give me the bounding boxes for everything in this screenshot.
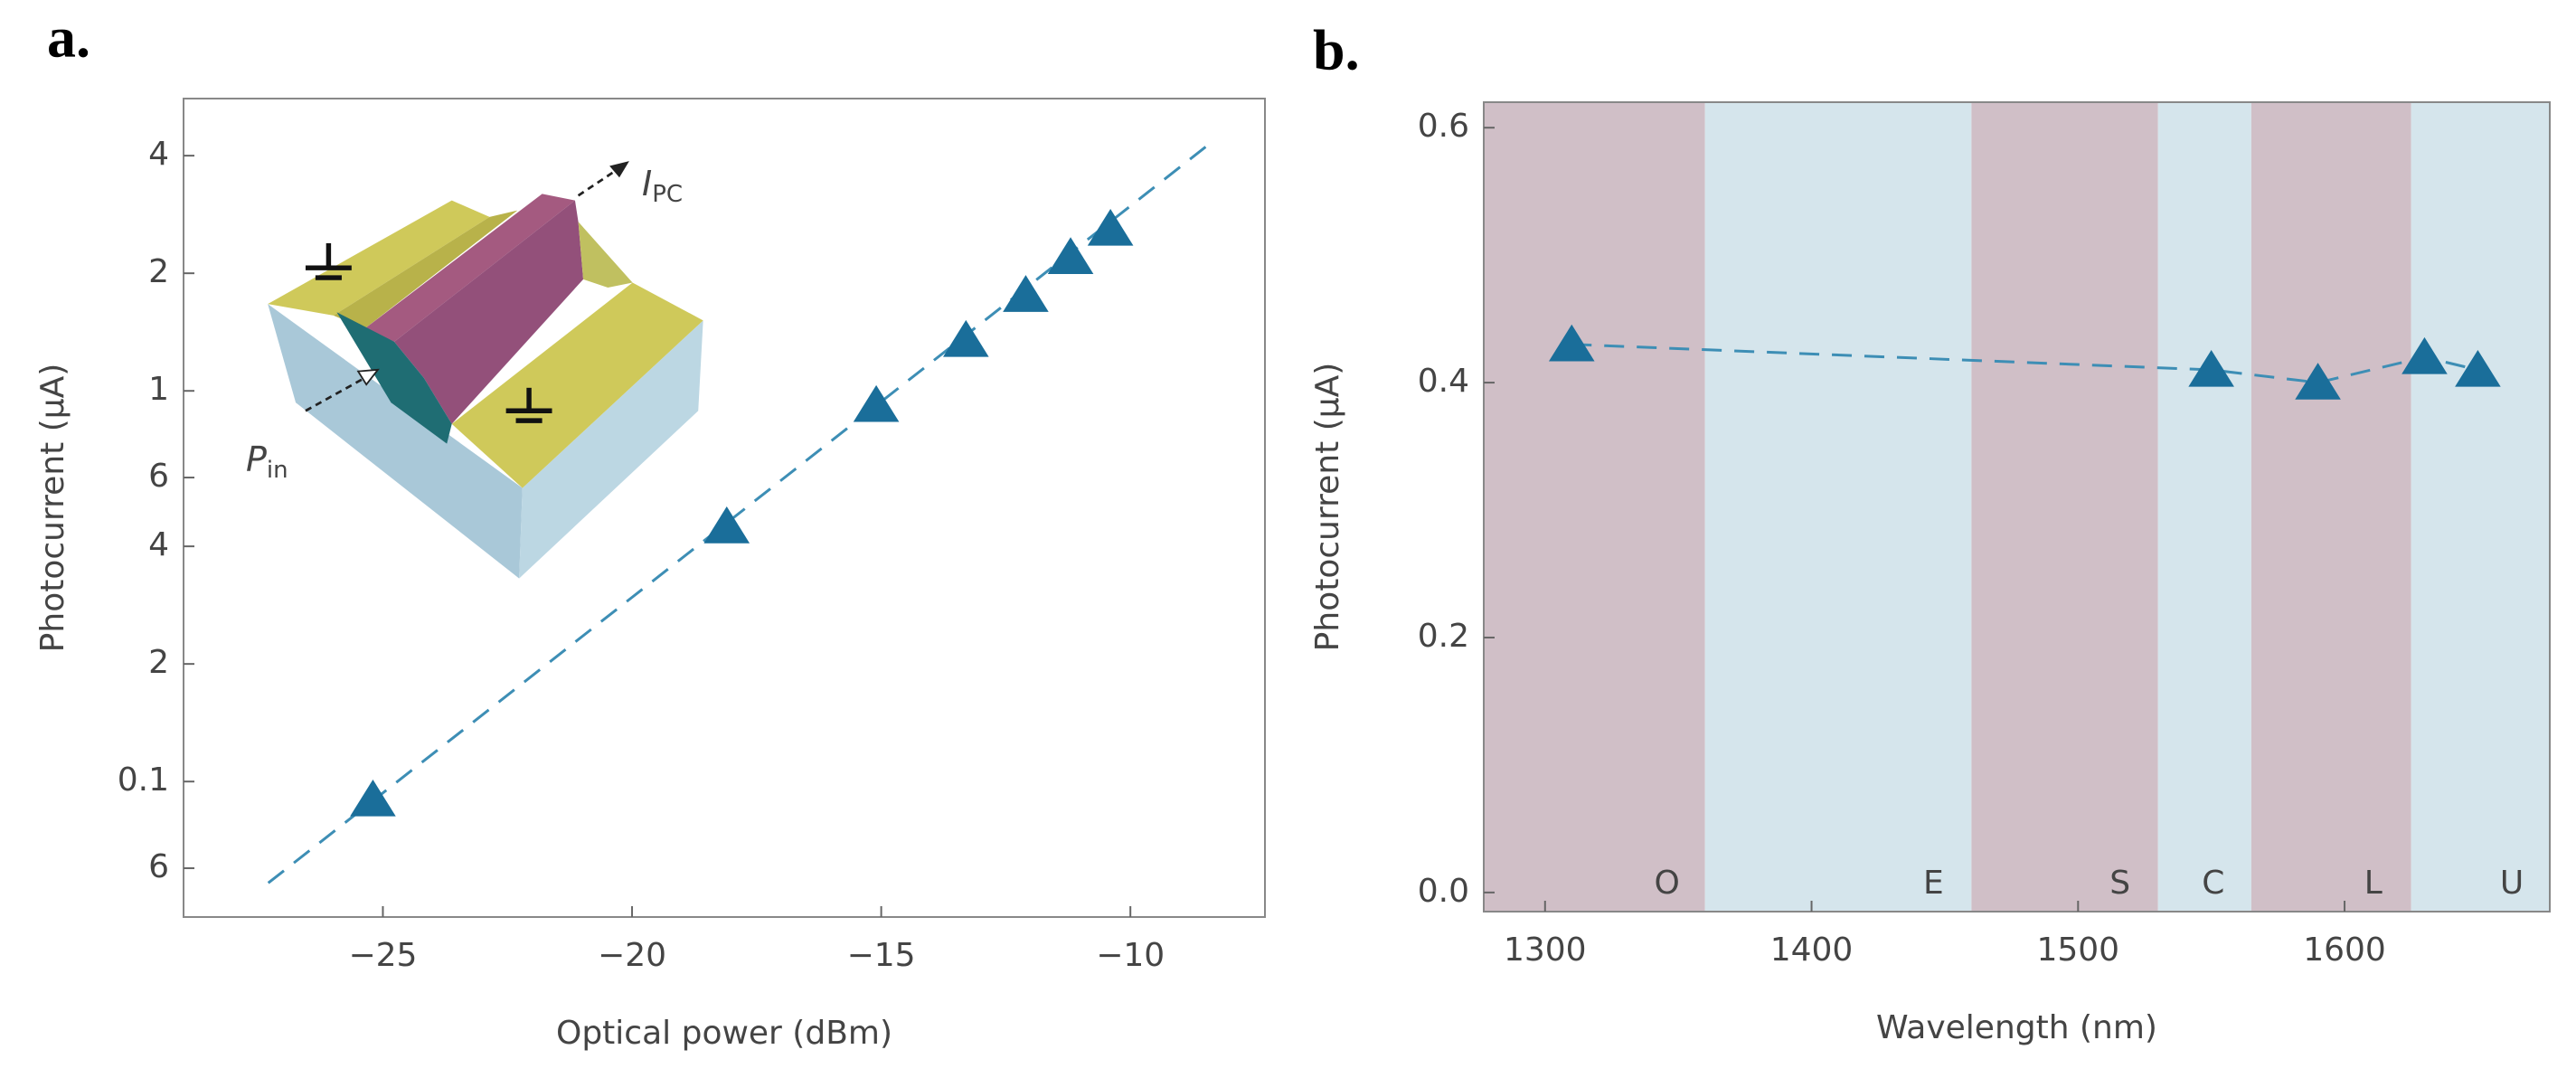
band [2157,102,2251,912]
annotation-sub: in [267,457,288,484]
y-tick-label: 0.2 [1418,618,1469,655]
y-tick-label: 6 [148,458,169,495]
plot-frame [1483,101,2551,913]
annotation-sub: PC [652,181,683,208]
annotation: IPC [642,164,683,208]
current-arrow [577,168,618,197]
panel-label: b. [1313,18,1360,82]
band-label: S [2109,865,2130,902]
substrate-left [268,304,523,579]
band [2411,102,2550,912]
x-tick-label: −20 [598,937,666,974]
y-tick-label: 4 [148,526,169,563]
data-point [1047,237,1094,274]
y-tick-label: 0.4 [1418,363,1469,400]
ridge-side [394,200,584,424]
data-point [2188,349,2234,387]
band-label: E [1923,865,1944,902]
panel-label: a. [47,5,90,70]
x-tick-label: −15 [847,937,916,974]
trend-line [1571,343,2478,384]
substrate-right [519,320,703,579]
y-tick-label: 0.1 [118,761,169,799]
band-label: O [1654,865,1679,902]
arrow-head [609,161,629,178]
y-axis-label: Photocurrent (μA) [1309,363,1346,652]
data-point [2401,336,2448,374]
y-tick-label: 2 [148,253,169,290]
data-point [1003,275,1049,312]
y-tick-label: 0.6 [1418,108,1469,145]
x-tick-label: 1600 [2303,931,2386,969]
trend-line [267,138,1216,884]
annotation: Pin [246,440,288,484]
waveguide-face [336,312,452,444]
x-tick-label: 1400 [1770,931,1854,969]
data-point [1087,208,1134,246]
device-inset [268,161,703,579]
band [1484,102,1705,912]
plot-frame [183,98,1266,918]
annotation-main: P [246,440,267,479]
data-point [1548,324,1595,362]
x-axis-label: Optical power (dBm) [556,1015,892,1052]
band [1971,102,2158,912]
y-tick-label: 0.0 [1418,873,1469,910]
annotation-main: I [642,164,652,203]
data-point [853,384,900,422]
y-tick-label: 4 [148,136,169,173]
pad-right [451,282,703,488]
arrow-head [356,368,380,386]
x-tick-label: −10 [1096,937,1165,974]
data-point [350,779,396,817]
pad-left-edge [333,210,518,329]
data-point [2295,363,2341,400]
data-point [2455,349,2501,387]
y-axis-label: Photocurrent (μA) [34,364,71,653]
band-label: U [2500,865,2524,902]
ground-symbols [305,242,552,423]
band-label: C [2202,865,2224,902]
y-tick-label: 2 [148,644,169,681]
pad-step [578,222,633,288]
ridge-top [364,194,575,342]
x-tick-label: 1500 [2036,931,2119,969]
x-axis-label: Wavelength (nm) [1876,1009,2157,1046]
y-tick-label: 6 [148,848,169,885]
band [2250,102,2411,912]
data-point [703,506,750,544]
x-tick-label: 1300 [1504,931,1587,969]
x-tick-label: −25 [348,937,417,974]
band [1704,102,1972,912]
pad-left [268,200,490,316]
data-point [943,319,989,357]
y-tick-label: 1 [148,371,169,408]
band-label: L [2364,865,2383,902]
